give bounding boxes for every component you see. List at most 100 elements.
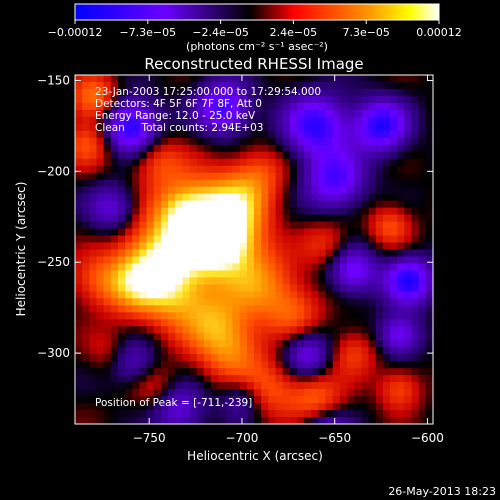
- heatmap-cell: [189, 165, 198, 174]
- heatmap-cell: [375, 340, 384, 348]
- heatmap-cell: [160, 75, 169, 83]
- heatmap-cell: [354, 193, 362, 202]
- heatmap-cell: [153, 221, 162, 230]
- heatmap-cell: [239, 249, 248, 258]
- heatmap-cell: [239, 361, 248, 369]
- heatmap-cell: [246, 221, 255, 230]
- heatmap-cell: [146, 144, 155, 153]
- heatmap-cell: [332, 340, 341, 348]
- heatmap-cell: [218, 417, 226, 424]
- heatmap-cell: [354, 361, 362, 369]
- heatmap-cell: [125, 75, 133, 83]
- heatmap-cell: [425, 291, 433, 299]
- heatmap-cell: [268, 361, 277, 369]
- heatmap-cell: [382, 347, 391, 355]
- heatmap-cell: [375, 151, 384, 160]
- heatmap-cell: [246, 291, 255, 299]
- heatmap-cell: [311, 158, 320, 167]
- heatmap-cell: [418, 200, 427, 209]
- heatmap-cell: [382, 298, 391, 306]
- heatmap-cell: [368, 333, 377, 341]
- heatmap-cell: [153, 417, 162, 424]
- heatmap-cell: [168, 277, 176, 285]
- heatmap-cell: [225, 75, 234, 83]
- heatmap-cell: [211, 361, 219, 369]
- heatmap-cell: [254, 235, 262, 244]
- heatmap-cell: [325, 291, 334, 299]
- heatmap-cell: [397, 417, 405, 424]
- heatmap-cell: [168, 221, 176, 230]
- heatmap-cell: [203, 249, 212, 258]
- heatmap-cell: [411, 319, 420, 327]
- heatmap-cell: [361, 361, 370, 369]
- heatmap-cell: [103, 319, 112, 327]
- heatmap-cell: [203, 263, 212, 272]
- heatmap-cell: [103, 382, 112, 390]
- y-axis-label: Heliocentric Y (arcsec): [14, 182, 28, 317]
- heatmap-cell: [246, 123, 255, 132]
- heatmap-cell: [232, 228, 241, 237]
- heatmap-cell: [218, 193, 226, 202]
- heatmap-cell: [225, 207, 234, 216]
- heatmap-cell: [110, 340, 119, 348]
- heatmap-cell: [196, 130, 205, 139]
- heatmap-cell: [268, 410, 277, 418]
- heatmap-cell: [203, 235, 212, 244]
- heatmap-cell: [275, 298, 284, 306]
- heatmap-cell: [225, 312, 234, 320]
- heatmap-cell: [296, 179, 305, 188]
- heatmap-cell: [318, 340, 327, 348]
- heatmap-cell: [404, 312, 413, 320]
- heatmap-cell: [325, 116, 334, 125]
- heatmap-cell: [318, 312, 327, 320]
- heatmap-cell: [232, 179, 241, 188]
- heatmap-cell: [189, 144, 198, 153]
- heatmap-cell: [125, 291, 133, 299]
- heatmap-cell: [361, 263, 370, 272]
- heatmap-cell: [146, 270, 155, 279]
- heatmap-cell: [189, 410, 198, 418]
- heatmap-cell: [354, 75, 362, 83]
- heatmap-cell: [160, 361, 169, 369]
- heatmap-cell: [146, 235, 155, 244]
- heatmap-cell: [139, 200, 148, 209]
- heatmap-cell: [404, 340, 413, 348]
- heatmap-cell: [232, 158, 241, 167]
- heatmap-cell: [153, 242, 162, 251]
- heatmap-cell: [397, 179, 405, 188]
- heatmap-cell: [425, 172, 433, 181]
- heatmap-cell: [332, 193, 341, 202]
- heatmap-cell: [318, 165, 327, 174]
- heatmap-cell: [117, 172, 126, 181]
- heatmap-cell: [354, 95, 362, 104]
- heatmap-cell: [325, 186, 334, 195]
- heatmap-cell: [232, 270, 241, 279]
- heatmap-cell: [132, 221, 141, 230]
- heatmap-cell: [182, 298, 191, 306]
- heatmap-cell: [182, 95, 191, 104]
- heatmap-cell: [89, 207, 98, 216]
- heatmap-cell: [82, 214, 90, 223]
- heatmap-cell: [103, 123, 112, 132]
- heatmap-cell: [132, 403, 141, 411]
- heatmap-cell: [103, 263, 112, 272]
- x-tick-label: −600: [411, 431, 444, 445]
- heatmap-cell: [289, 375, 298, 383]
- heatmap-cell: [368, 214, 377, 223]
- heatmap-cell: [296, 249, 305, 258]
- heatmap-cell: [325, 270, 334, 279]
- heatmap-cell: [332, 158, 341, 167]
- heatmap-cell: [239, 221, 248, 230]
- heatmap-cell: [103, 256, 112, 265]
- heatmap-cell: [332, 263, 341, 272]
- heatmap-cell: [146, 151, 155, 160]
- heatmap-cell: [254, 256, 262, 265]
- heatmap-cell: [404, 375, 413, 383]
- heatmap-cell: [304, 347, 312, 355]
- heatmap-cell: [139, 179, 148, 188]
- heatmap-cell: [96, 179, 105, 188]
- heatmap-cell: [103, 291, 112, 299]
- heatmap-cell: [246, 228, 255, 237]
- heatmap-cell: [189, 368, 198, 376]
- heatmap-cell: [296, 151, 305, 160]
